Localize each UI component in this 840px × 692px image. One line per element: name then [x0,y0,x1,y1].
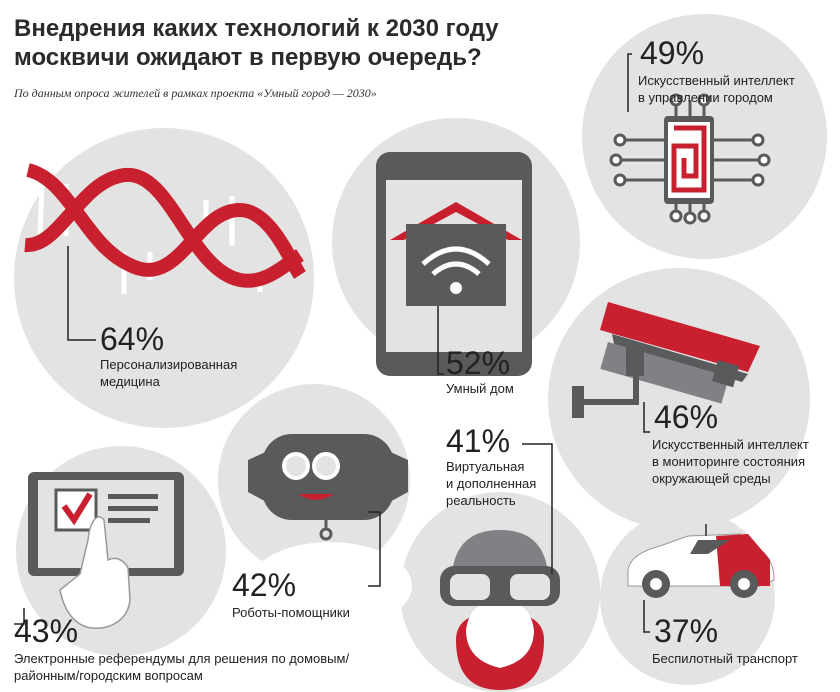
tablet-vote-icon [14,472,184,629]
label-e-referendum: Электронные референдумы для решения по д… [14,650,349,684]
label-line: медицина [100,374,160,389]
self-driving-car-icon [627,524,775,633]
label-medicine: Персонализированная медицина [100,356,237,390]
label-line: окружающей среды [652,471,771,486]
label-line: Искусственный интеллект [638,73,795,88]
percent-smart-home: 52% [446,345,511,381]
page-title: Внедрения каких технологий к 2030 году м… [14,15,499,71]
percent-ai-city: 49% [640,35,705,71]
label-line: Виртуальная [446,459,525,474]
label-self-driving: Беспилотный транспорт [652,650,798,667]
percent-medicine: 64% [100,321,165,357]
label-line: реальность [446,493,516,508]
label-line: в мониторинге состояния [652,454,806,469]
label-line: Роботы-помощники [232,605,350,620]
percent-ai-environment: 46% [654,399,719,435]
label-ai-city: Искусственный интеллект в управлении гор… [638,72,795,106]
label-vr: Виртуальная и дополненная реальность [446,458,536,509]
label-robots: Роботы-помощники [232,604,350,621]
percent-vr: 41% [446,423,511,459]
percent-self-driving: 37% [654,613,719,649]
label-line: Искусственный интеллект [652,437,809,452]
label-line: и дополненная [446,476,537,491]
security-camera-icon [572,302,760,433]
label-ai-environment: Искусственный интеллект в мониторинге со… [652,436,809,487]
label-line: Беспилотный транспорт [652,651,798,666]
smart-home-phone-icon [376,152,532,376]
label-line: Электронные референдумы для решения по д… [14,651,350,666]
label-line: районным/городским вопросам [14,668,203,683]
dna-icon [24,163,306,341]
label-line: Умный дом [446,381,514,396]
percent-e-referendum: 43% [14,613,79,649]
percent-robots: 42% [232,567,297,603]
robot-icon [248,434,412,630]
label-line: в управлении городом [638,90,773,105]
page-subtitle: По данным опроса жителей в рамках проект… [14,86,377,100]
vr-headset-icon [440,443,560,690]
label-line: Персонализированная [100,357,238,372]
ai-chip-icon [609,53,771,225]
label-smart-home: Умный дом [446,380,514,397]
